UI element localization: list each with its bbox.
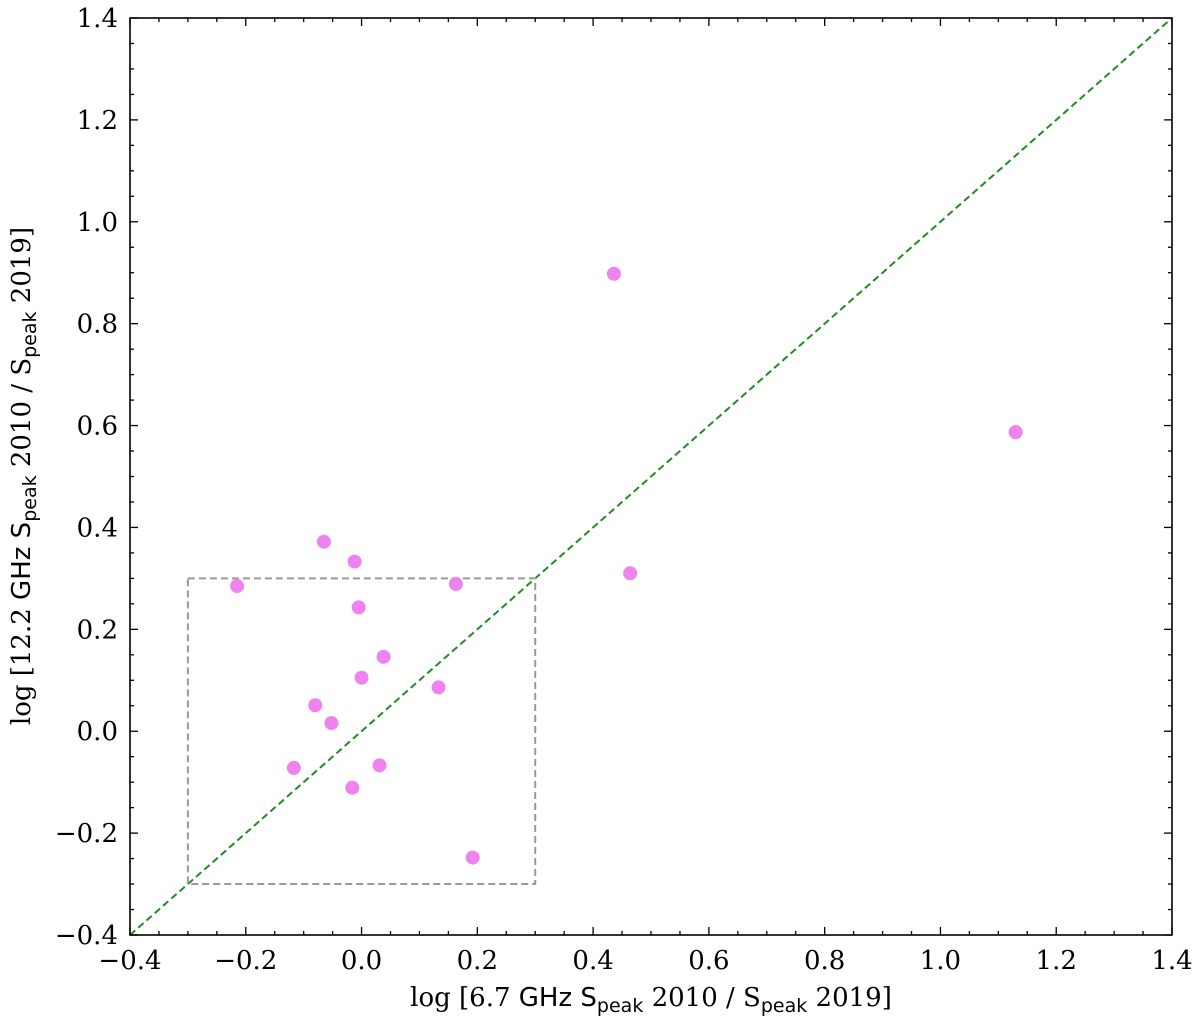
data-point [431, 680, 446, 695]
x-label-s1: S [572, 983, 597, 1013]
y-tick-label: 0.4 [77, 513, 118, 543]
reference-line-y-equals-x [129, 17, 1173, 936]
data-point [324, 716, 339, 731]
y-label-s1: S [7, 522, 37, 547]
y-tick-label: 1.4 [77, 4, 118, 34]
x-label-suffix: 2019] [807, 983, 892, 1013]
data-point [286, 760, 301, 775]
data-point [376, 649, 391, 664]
y-tick-label: 0.8 [77, 310, 118, 340]
y-tick-label: 0.0 [77, 717, 118, 747]
y-tick-label: 1.2 [77, 106, 118, 136]
data-point [1008, 425, 1023, 440]
region-box [186, 577, 537, 886]
x-label-ghz: GHz [519, 983, 572, 1013]
data-point [308, 698, 323, 713]
data-points-layer [230, 266, 1023, 865]
x-tick-label: 0.6 [688, 946, 729, 976]
y-tick-label: −0.4 [55, 921, 118, 951]
data-point [465, 850, 480, 865]
x-tick-label: 0.4 [572, 946, 613, 976]
data-point [316, 534, 331, 549]
data-point [230, 579, 245, 594]
y-tick-label: 0.6 [77, 412, 118, 442]
data-point [345, 780, 360, 795]
x-tick-label: 1.0 [920, 946, 961, 976]
data-point [354, 670, 369, 685]
y-label-sub1: peak [19, 475, 41, 521]
reference-line-layer [129, 17, 1173, 936]
x-tick-label: 0.0 [341, 946, 382, 976]
x-label-mid: 2010 / S [643, 983, 761, 1013]
x-tick-label: 0.8 [804, 946, 845, 976]
y-label-prefix: log [12.2 [7, 600, 37, 725]
y-label-sub2: peak [19, 311, 41, 357]
x-tick-label: 1.4 [1151, 946, 1192, 976]
x-tick-label: 0.2 [457, 946, 498, 976]
x-label-sub1: peak [597, 995, 643, 1017]
region-box-layer [186, 577, 537, 886]
plot-frame [129, 17, 1173, 936]
data-point [351, 600, 366, 615]
x-tick-label: 1.2 [1036, 946, 1077, 976]
y-label-suffix: 2019] [7, 227, 37, 312]
tick-labels-layer: −0.4 −0.2 0.0 0.2 0.4 0.6 0.8 1.0 1.2 1.4 −0.4 −0.2… [55, 4, 1193, 976]
x-axis-label: log [6.7 GHz Speak 2010 / Speak 2019] [410, 983, 892, 1017]
y-label-mid: 2010 / S [7, 358, 37, 476]
y-tick-label: −0.2 [55, 819, 118, 849]
data-point [372, 758, 387, 773]
x-tick-label: −0.4 [98, 946, 161, 976]
x-tick-label: −0.2 [214, 946, 277, 976]
y-axis-label: log [12.2 GHz Speak 2010 / Speak 2019] [7, 227, 41, 725]
y-tick-label: 0.2 [77, 615, 118, 645]
data-point [623, 566, 638, 581]
data-point [448, 576, 463, 591]
x-label-sub2: peak [761, 995, 807, 1017]
data-point [606, 266, 621, 281]
x-label-prefix: log [6.7 [410, 983, 519, 1013]
y-tick-label: 1.0 [77, 208, 118, 238]
y-label-ghz: GHz [7, 547, 37, 600]
data-point [347, 554, 362, 569]
